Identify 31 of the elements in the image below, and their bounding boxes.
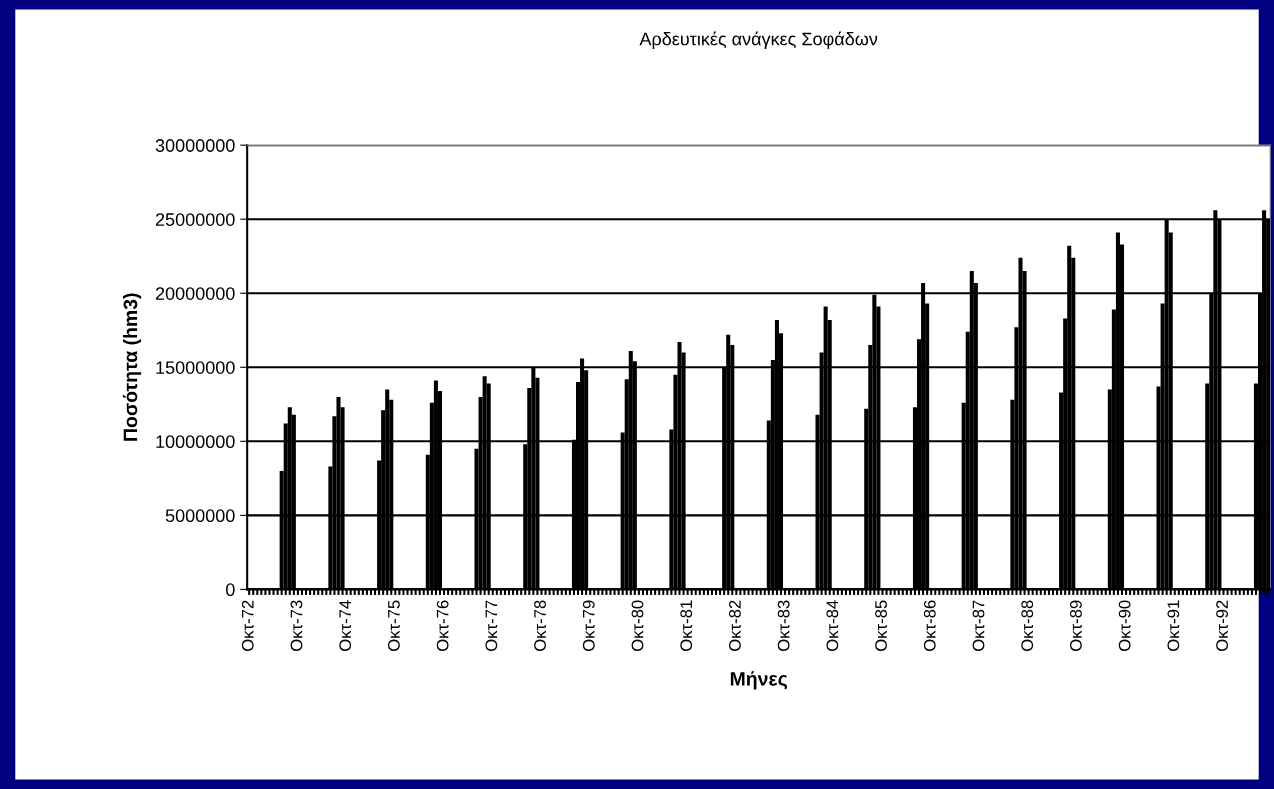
x-tick-label: Οκτ-86: [923, 600, 936, 651]
y-tick-label: 25000000: [155, 213, 235, 226]
x-tick-label: Οκτ-90: [1118, 600, 1131, 651]
x-tick-label: Οκτ-85: [875, 600, 887, 651]
x-tick-label: Οκτ-91: [1167, 600, 1180, 651]
x-axis-title: Μήνες: [730, 671, 788, 690]
chart-title: Αρδευτικές ανάγκες Σοφάδων: [639, 31, 878, 49]
x-tick-label: Οκτ-73: [290, 600, 303, 651]
x-tick-label: Οκτ-92: [1216, 600, 1228, 651]
y-tick-label: 5000000: [165, 509, 235, 523]
y-tick-label: 10000000: [156, 435, 235, 449]
y-tick-label: 0: [226, 583, 235, 597]
x-tick-label: Οκτ-72: [241, 600, 254, 651]
x-tick-label: Οκτ-82: [729, 600, 741, 651]
x-tick-label: Οκτ-87: [972, 600, 985, 651]
y-axis-title: Ποσότητα (hm3): [122, 293, 142, 441]
y-tick-label: 20000000: [155, 287, 235, 300]
y-tick-label: 30000000: [155, 139, 235, 152]
x-tick-label: Οκτ-77: [485, 600, 498, 651]
x-tick-label: Οκτ-89: [1070, 600, 1082, 651]
x-tick-label: Οκτ-76: [436, 600, 449, 651]
x-tick-label: Οκτ-75: [388, 600, 400, 651]
x-tick-label: Οκτ-79: [582, 600, 595, 651]
x-tick-label: Οκτ-88: [1021, 600, 1034, 651]
y-tick-label: 15000000: [156, 361, 235, 374]
x-tick-label: Οκτ-81: [680, 600, 693, 651]
x-tick-label: Οκτ-80: [631, 600, 644, 651]
x-tick-label: Οκτ-78: [534, 600, 546, 651]
x-tick-label: Οκτ-84: [826, 600, 839, 651]
x-tick-label: Οκτ-83: [777, 600, 790, 651]
x-tick-label: Οκτ-74: [339, 600, 352, 651]
